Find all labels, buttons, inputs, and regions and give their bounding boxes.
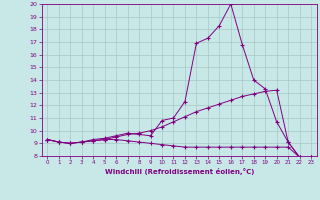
X-axis label: Windchill (Refroidissement éolien,°C): Windchill (Refroidissement éolien,°C) <box>105 168 254 175</box>
